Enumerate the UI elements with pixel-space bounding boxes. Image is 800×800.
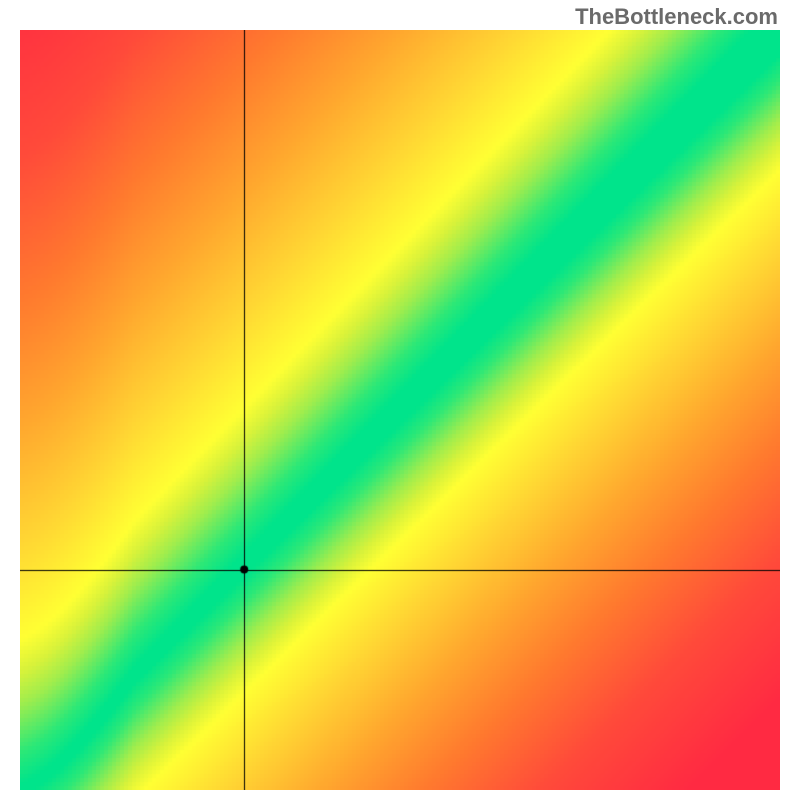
heatmap-plot-area [20,30,780,790]
heatmap-canvas [20,30,780,790]
chart-container: TheBottleneck.com [0,0,800,800]
watermark-text: TheBottleneck.com [575,4,778,30]
